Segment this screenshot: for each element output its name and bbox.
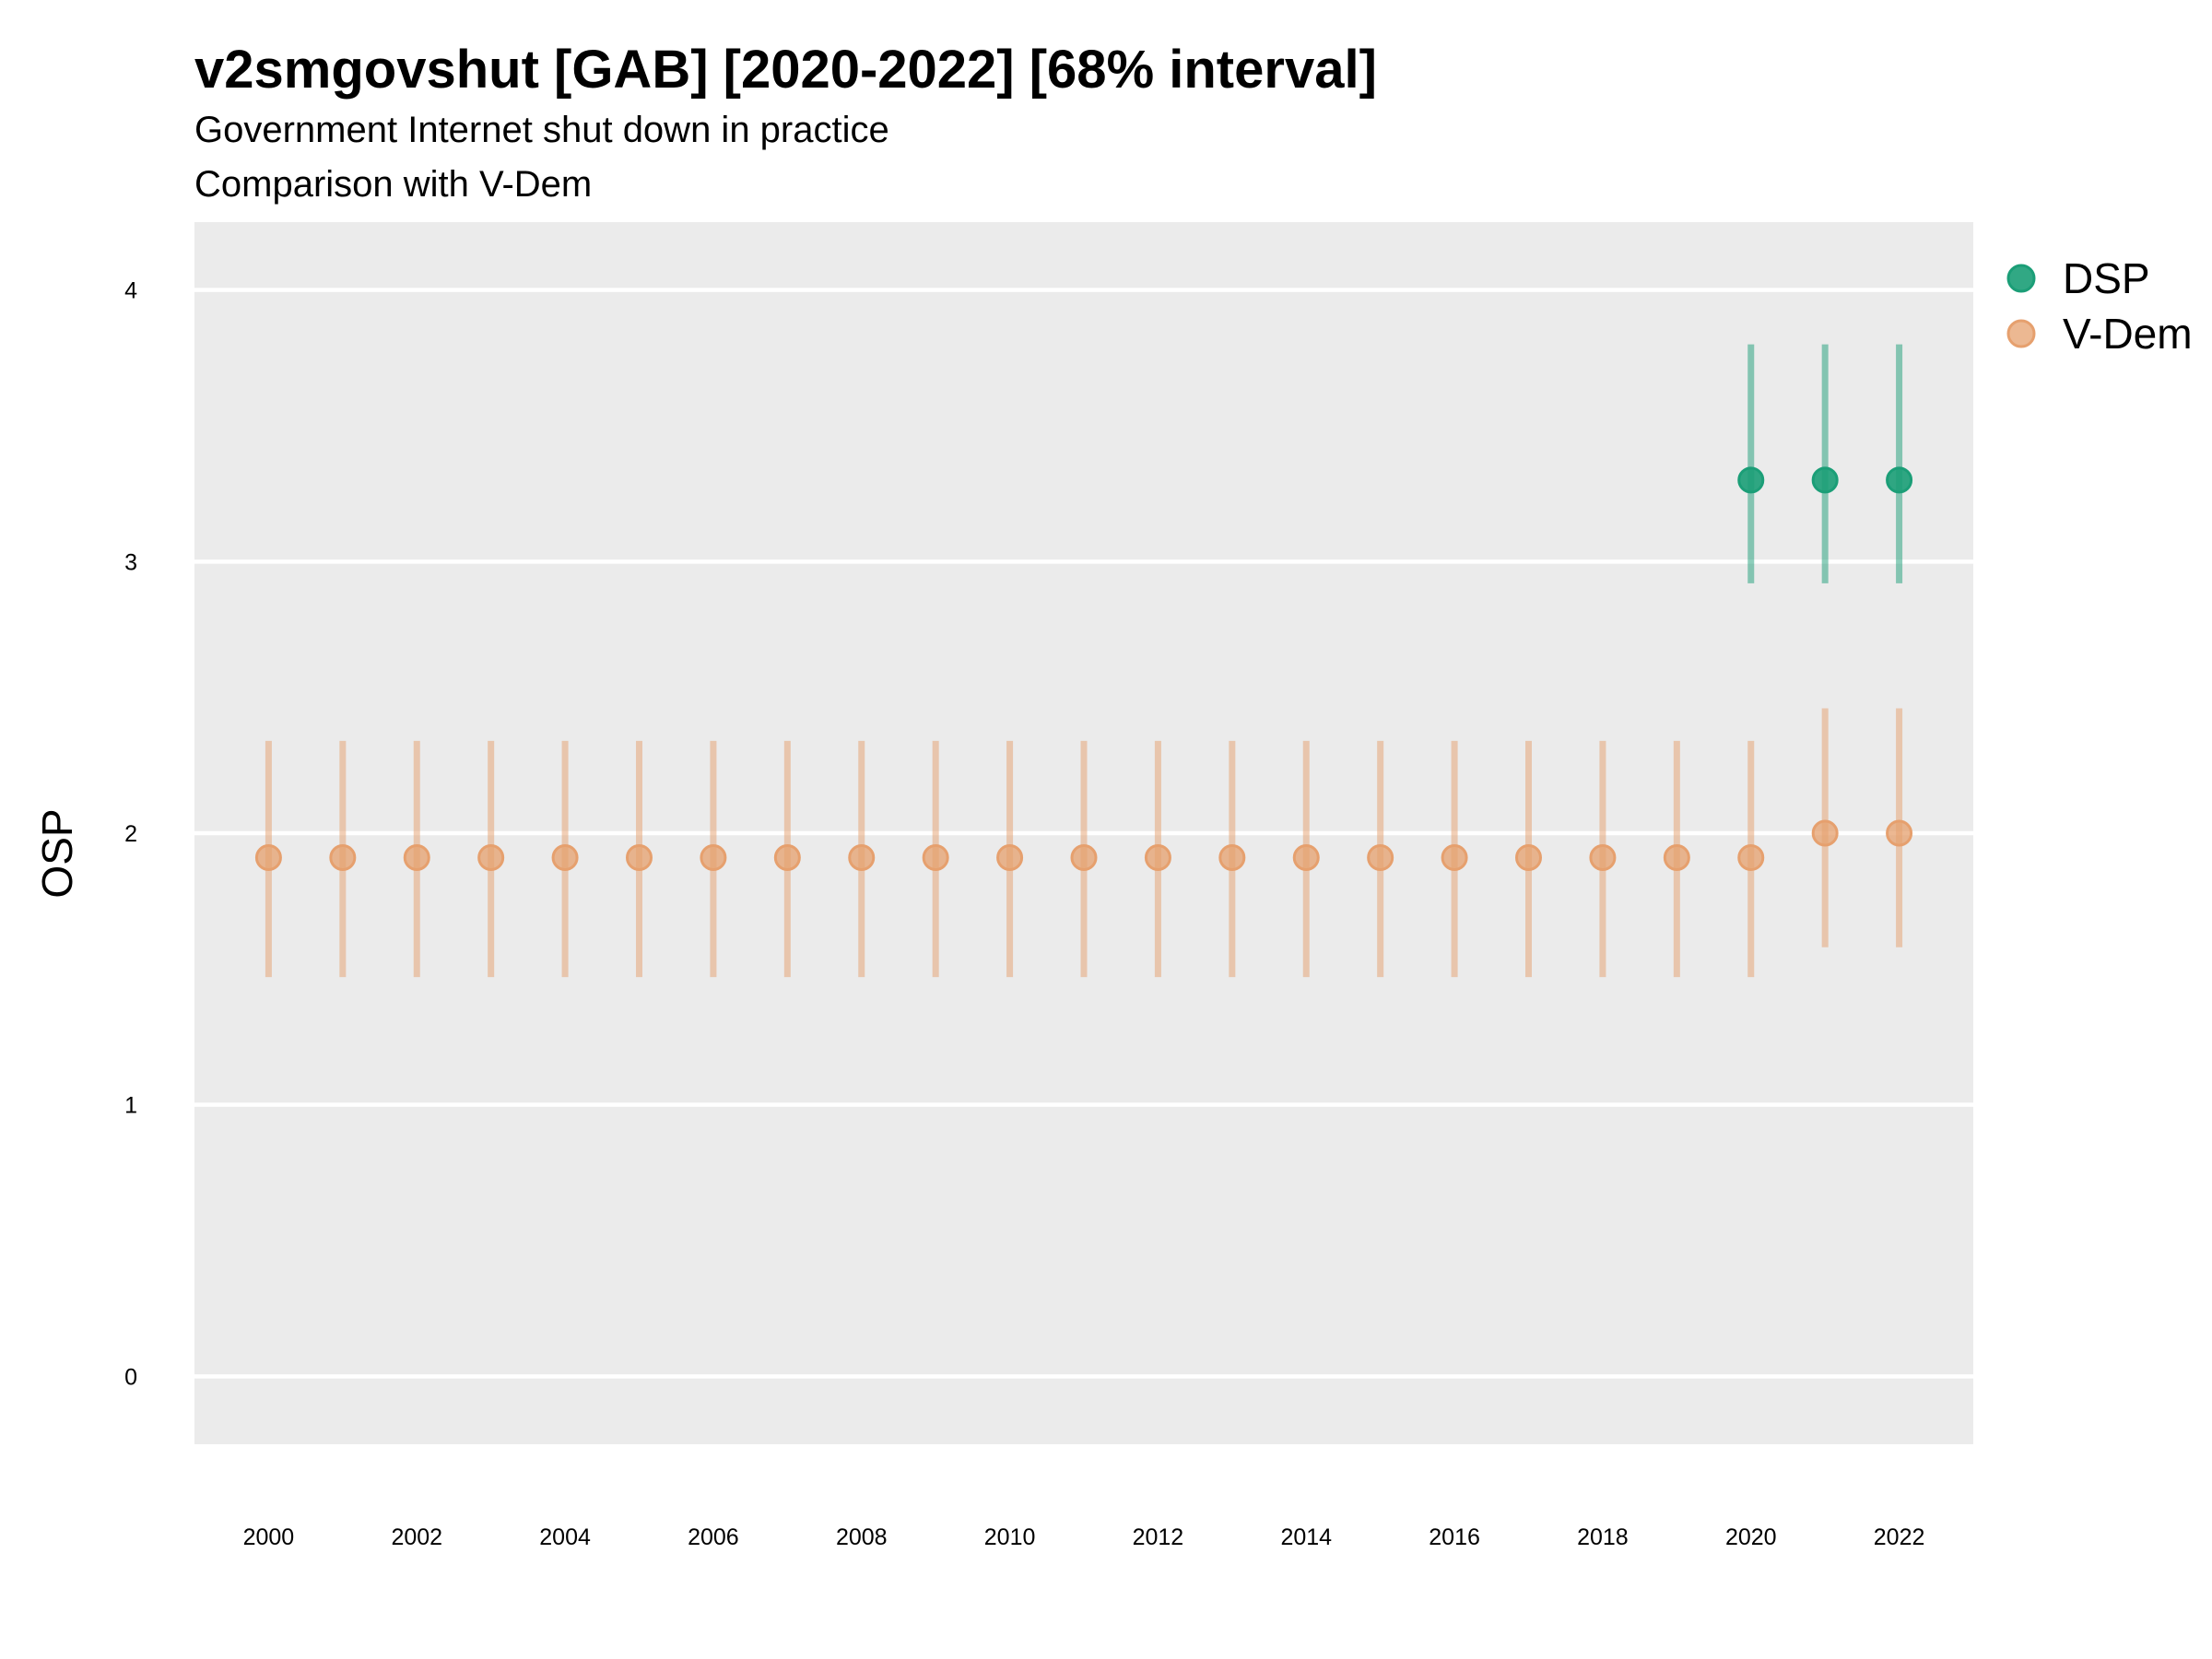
x-tick-label: 2010 [984, 1524, 1036, 1550]
y-tick-label: 1 [124, 1093, 137, 1119]
data-point [1886, 466, 1913, 494]
data-point [922, 844, 949, 872]
x-tick-label: 2022 [1874, 1524, 1925, 1550]
x-tick-label: 2000 [243, 1524, 295, 1550]
legend-key [2006, 319, 2036, 348]
legend-label: V-Dem [2063, 310, 2193, 358]
data-marks [254, 344, 1913, 978]
data-point [626, 844, 653, 872]
y-tick-label: 3 [124, 549, 137, 575]
data-point [1811, 819, 1839, 847]
data-point [1663, 844, 1690, 872]
x-tick-label: 2004 [539, 1524, 591, 1550]
y-tick-label: 4 [124, 278, 137, 304]
data-point [773, 844, 801, 872]
data-point [1441, 844, 1468, 872]
legend-key [2006, 264, 2036, 293]
y-axis-ticks: 0 1 2 3 4 [124, 278, 137, 1391]
series-dsp [1737, 344, 1913, 583]
data-point [329, 844, 357, 872]
y-tick-label: 2 [124, 821, 137, 847]
data-point [700, 844, 727, 872]
data-point [1070, 844, 1098, 872]
x-tick-label: 2002 [391, 1524, 442, 1550]
data-point [1515, 844, 1542, 872]
x-tick-label: 2014 [1280, 1524, 1332, 1550]
data-point [1218, 844, 1246, 872]
data-point [1367, 844, 1394, 872]
data-point [1737, 844, 1765, 872]
x-tick-label: 2020 [1725, 1524, 1777, 1550]
data-point [848, 844, 876, 872]
x-tick-label: 2006 [688, 1524, 739, 1550]
chart-subtitle-line-1: Government Internet shut down in practic… [194, 110, 889, 150]
legend-label: DSP [2063, 254, 2150, 302]
data-point [1144, 844, 1171, 872]
data-point [551, 844, 579, 872]
x-axis-ticks: 2000 2002 2004 2006 2008 2010 2012 2014 2016 2018… [243, 1524, 1925, 1550]
data-point [1886, 819, 1913, 847]
data-point [477, 844, 505, 872]
data-point [1737, 466, 1765, 494]
data-point [403, 844, 430, 872]
x-tick-label: 2008 [836, 1524, 888, 1550]
y-tick-label: 0 [124, 1364, 137, 1390]
chart-subtitle-line-2: Comparison with V-Dem [194, 164, 592, 205]
x-tick-label: 2018 [1577, 1524, 1629, 1550]
data-point [1292, 844, 1320, 872]
data-point [1811, 466, 1839, 494]
y-axis-label: OSP [33, 808, 81, 898]
data-point [1589, 844, 1617, 872]
x-tick-label: 2012 [1133, 1524, 1184, 1550]
series-v-dem [254, 708, 1913, 978]
x-tick-label: 2016 [1429, 1524, 1480, 1550]
legend: DSP V-Dem [2006, 254, 2193, 358]
data-point [996, 844, 1024, 872]
chart-title: v2smgovshut [GAB] [2020-2022] [68% inter… [194, 40, 1377, 100]
data-point [254, 844, 282, 872]
